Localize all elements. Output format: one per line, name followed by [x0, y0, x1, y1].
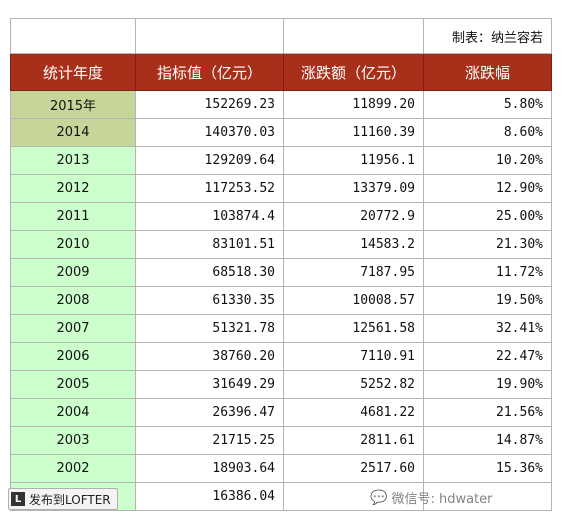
credit-empty-cell [10, 18, 136, 54]
pct-cell: 21.30% [423, 230, 552, 259]
wechat-watermark: 💬 微信号: hdwater [370, 488, 493, 508]
change-cell: 2517.60 [283, 454, 424, 483]
value-cell: 129209.64 [135, 146, 284, 175]
value-cell: 21715.25 [135, 426, 284, 455]
credit-empty-cell [135, 18, 284, 54]
pct-cell: 11.72% [423, 258, 552, 287]
value-cell: 26396.47 [135, 398, 284, 427]
table-row: 2011 103874.4 20772.9 25.00% [10, 202, 552, 231]
table-row: 2006 38760.20 7110.91 22.47% [10, 342, 552, 371]
credit-empty-cell [283, 18, 424, 54]
change-cell: 11956.1 [283, 146, 424, 175]
pct-cell: 32.41% [423, 314, 552, 343]
value-cell: 152269.23 [135, 90, 284, 119]
year-cell: 2012 [10, 174, 136, 203]
year-cell: 2008 [10, 286, 136, 315]
table-row: 2002 18903.64 2517.60 15.36% [10, 454, 552, 483]
table-row: 2010 83101.51 14583.2 21.30% [10, 230, 552, 259]
pct-cell: 21.56% [423, 398, 552, 427]
year-cell: 2014 [10, 118, 136, 147]
value-cell: 18903.64 [135, 454, 284, 483]
table-row: 2008 61330.35 10008.57 19.50% [10, 286, 552, 315]
change-cell: 20772.9 [283, 202, 424, 231]
change-cell: 2811.61 [283, 426, 424, 455]
pct-cell: 14.87% [423, 426, 552, 455]
pct-cell: 5.80% [423, 90, 552, 119]
change-cell: 11160.39 [283, 118, 424, 147]
header-row: 统计年度 指标值（亿元） 涨跌额（亿元） 涨跌幅 [10, 53, 552, 91]
year-cell: 2015年 [10, 90, 136, 119]
year-cell: 2005 [10, 370, 136, 399]
pct-cell [423, 482, 552, 511]
table-row: 2014 140370.03 11160.39 8.60% [10, 118, 552, 147]
year-cell: 2002 [10, 454, 136, 483]
header-change: 涨跌额（亿元） [283, 53, 424, 91]
value-cell: 83101.51 [135, 230, 284, 259]
table-credit: 制表：纳兰容若 [423, 18, 552, 54]
pct-cell: 10.20% [423, 146, 552, 175]
pct-cell: 19.90% [423, 370, 552, 399]
change-cell: 14583.2 [283, 230, 424, 259]
change-cell: 5252.82 [283, 370, 424, 399]
change-cell: 12561.58 [283, 314, 424, 343]
lofter-label: 发布到LOFTER [29, 492, 111, 507]
value-cell: 68518.30 [135, 258, 284, 287]
table-row: 2003 21715.25 2811.61 14.87% [10, 426, 552, 455]
table-row: 2015年 152269.23 11899.20 5.80% [10, 90, 552, 119]
table-row: 2009 68518.30 7187.95 11.72% [10, 258, 552, 287]
pct-cell: 25.00% [423, 202, 552, 231]
pct-cell: 15.36% [423, 454, 552, 483]
year-cell: 2006 [10, 342, 136, 371]
table-row: 2007 51321.78 12561.58 32.41% [10, 314, 552, 343]
header-value: 指标值（亿元） [135, 53, 284, 91]
year-cell: 2009 [10, 258, 136, 287]
change-cell: 10008.57 [283, 286, 424, 315]
value-cell: 140370.03 [135, 118, 284, 147]
value-cell: 31649.29 [135, 370, 284, 399]
wechat-icon: 💬 [370, 489, 388, 506]
change-cell: 11899.20 [283, 90, 424, 119]
lofter-icon: L [11, 492, 25, 506]
table-row: 2005 31649.29 5252.82 19.90% [10, 370, 552, 399]
year-cell: 2004 [10, 398, 136, 427]
year-cell: 2013 [10, 146, 136, 175]
change-cell: 13379.09 [283, 174, 424, 203]
header-year: 统计年度 [10, 53, 136, 91]
year-cell: 2007 [10, 314, 136, 343]
change-cell: 7187.95 [283, 258, 424, 287]
value-cell: 51321.78 [135, 314, 284, 343]
pct-cell: 12.90% [423, 174, 552, 203]
table-row: 2013 129209.64 11956.1 10.20% [10, 146, 552, 175]
credit-row: 制表：纳兰容若 [10, 18, 552, 54]
stats-table: 制表：纳兰容若 统计年度 指标值（亿元） 涨跌额（亿元） 涨跌幅 2015年 15… [10, 18, 552, 511]
pct-cell: 22.47% [423, 342, 552, 371]
header-pct: 涨跌幅 [423, 53, 552, 91]
pct-cell: 8.60% [423, 118, 552, 147]
value-cell: 117253.52 [135, 174, 284, 203]
table-row: 2012 117253.52 13379.09 12.90% [10, 174, 552, 203]
change-cell: 7110.91 [283, 342, 424, 371]
pct-cell: 19.50% [423, 286, 552, 315]
value-cell: 61330.35 [135, 286, 284, 315]
table-row: 2004 26396.47 4681.22 21.56% [10, 398, 552, 427]
year-cell: 2010 [10, 230, 136, 259]
value-cell: 16386.04 [135, 482, 284, 511]
change-cell: 4681.22 [283, 398, 424, 427]
value-cell: 103874.4 [135, 202, 284, 231]
watermark-text: 微信号: hdwater [391, 492, 493, 507]
year-cell: 2003 [10, 426, 136, 455]
lofter-share-button[interactable]: L 发布到LOFTER [8, 488, 118, 510]
value-cell: 38760.20 [135, 342, 284, 371]
year-cell: 2011 [10, 202, 136, 231]
